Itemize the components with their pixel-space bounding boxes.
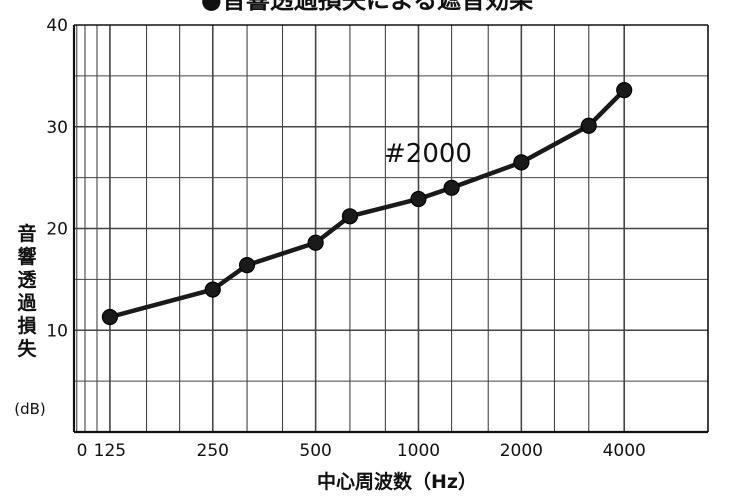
- x-tick-label: 1000: [397, 441, 440, 461]
- x-tick-label: 250: [197, 441, 229, 461]
- series: [101, 82, 633, 326]
- data-point: [513, 154, 530, 171]
- x-tick-labels: 0 125 250 500 1000 2000 4000: [77, 441, 646, 461]
- y-tick-label: 30: [46, 118, 68, 138]
- x-tick-label: 4000: [603, 441, 646, 461]
- y-tick-label: 10: [46, 321, 68, 341]
- series-annotation: #2000: [384, 139, 472, 169]
- y-axis-label-text: 音響透過損失: [17, 222, 37, 360]
- x-tick-label: 500: [299, 441, 331, 461]
- y-axis-unit: (dB): [14, 400, 46, 418]
- data-point: [204, 281, 221, 298]
- y-axis-label: 音響透過損失 (dB): [14, 222, 46, 418]
- y-tick-label: 40: [46, 16, 68, 36]
- data-point: [307, 234, 324, 251]
- x-tick-label: 125: [94, 441, 126, 461]
- y-tick-labels: 10 20 30 40: [46, 16, 68, 341]
- chart-title: ●音響透過損失による遮音効果: [201, 0, 533, 14]
- data-point: [580, 117, 597, 134]
- data-point: [443, 179, 460, 196]
- y-tick-label: 20: [46, 220, 68, 240]
- data-point: [101, 308, 119, 326]
- x-axis-label: 中心周波数（Hz）: [317, 470, 477, 493]
- series-line: [107, 87, 627, 320]
- data-point: [616, 82, 633, 99]
- x-tick-label: 2000: [500, 441, 543, 461]
- data-point: [238, 257, 256, 274]
- data-point: [341, 208, 359, 225]
- axes: [72, 24, 709, 434]
- x-tick-label: 0: [77, 441, 88, 461]
- data-point: [410, 190, 427, 208]
- grid: [74, 25, 708, 432]
